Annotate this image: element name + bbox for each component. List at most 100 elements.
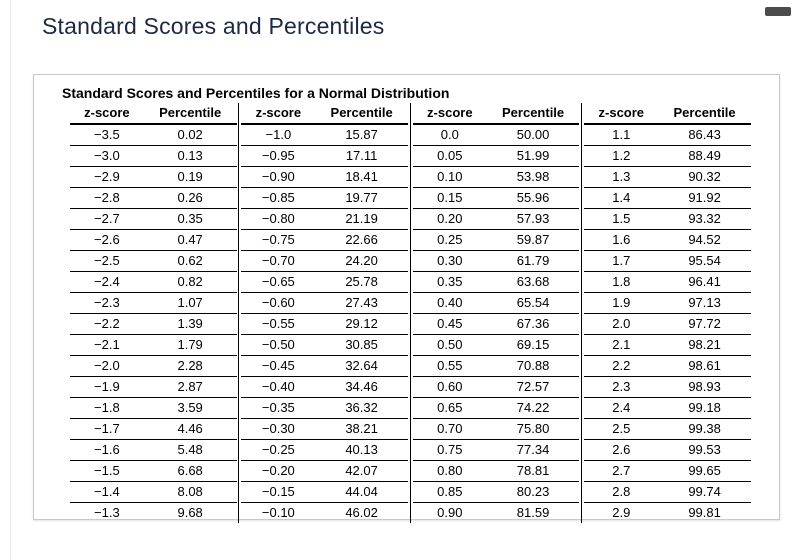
table-cell: −0.70 (241, 251, 316, 272)
table-cell: −2.6 (70, 230, 144, 251)
column-divider (579, 461, 585, 482)
table-cell: −0.80 (241, 209, 316, 230)
table-row: −1.3 9.68 −0.10 46.02 0.90 81.59 2.9 99.81 (70, 503, 751, 523)
column-divider (236, 398, 242, 419)
column-divider (579, 314, 585, 335)
column-divider (407, 356, 413, 377)
table-cell: 1.8 (584, 272, 659, 293)
column-header: z-score (70, 103, 144, 125)
table-cell: 0.19 (143, 167, 237, 188)
table-row: −1.8 3.59 −0.35 36.32 0.65 74.22 2.4 99.18 (70, 398, 751, 419)
table-row: −2.8 0.26 −0.85 19.77 0.15 55.96 1.4 91.92 (70, 188, 751, 209)
table-cell: 2.4 (584, 398, 659, 419)
table-cell: 78.81 (486, 461, 580, 482)
table-cell: 77.34 (486, 440, 580, 461)
table-cell: 15.87 (315, 125, 408, 146)
table-cell: 0.50 (412, 335, 487, 356)
column-divider (407, 230, 413, 251)
table-cell: −0.55 (241, 314, 316, 335)
column-header: z-score (412, 103, 487, 125)
table-cell: −2.4 (70, 272, 144, 293)
table-cell: 0.15 (412, 188, 487, 209)
column-divider (407, 272, 413, 293)
table-cell: −0.10 (261, 505, 295, 520)
table-cell: −0.30 (241, 419, 316, 440)
table-cell: 2.0 (584, 314, 659, 335)
table-row: −2.9 0.19 −0.90 18.41 0.10 53.98 1.3 90.32 (70, 167, 751, 188)
column-divider (236, 146, 242, 167)
column-divider (407, 293, 413, 314)
table-cell: 0.30 (412, 251, 487, 272)
table-cell: 0.62 (143, 251, 237, 272)
table-cell: 0.40 (412, 293, 487, 314)
table-cell: −1.8 (70, 398, 144, 419)
percentile-table: z-score Percentile z-score Percentile z-scor… (70, 103, 751, 523)
table-cell: 0.35 (143, 209, 237, 230)
column-divider (407, 335, 413, 356)
column-divider (579, 146, 585, 167)
table-cell: 74.22 (486, 398, 580, 419)
table-cell: 2.6 (584, 440, 659, 461)
table-cell: 9.68 (177, 505, 203, 520)
table-cell: 0.47 (143, 230, 237, 251)
table-cell: 57.93 (486, 209, 580, 230)
column-header: z-score (584, 103, 659, 125)
table-cell: 17.11 (315, 146, 408, 167)
table-row: −1.9 2.87 −0.40 34.46 0.60 72.57 2.3 98.93 (70, 377, 751, 398)
table-cell: −0.60 (241, 293, 316, 314)
table-cell: 0.0 (412, 125, 487, 146)
table-cell: 1.79 (143, 335, 237, 356)
column-divider (236, 188, 242, 209)
column-divider (407, 377, 413, 398)
table-cell: 0.60 (412, 377, 487, 398)
column-divider (236, 230, 242, 251)
table-cell: −1.9 (70, 377, 144, 398)
table-cell: −2.3 (70, 293, 144, 314)
table-cell: −0.20 (241, 461, 316, 482)
table-cell: 0.20 (412, 209, 487, 230)
table-cell: 38.21 (315, 419, 408, 440)
table-cell: 72.57 (486, 377, 580, 398)
scrollbar-thumb[interactable] (765, 7, 791, 16)
table-cell: 0.70 (412, 419, 487, 440)
column-divider (407, 314, 413, 335)
table-row: −2.7 0.35 −0.80 21.19 0.20 57.93 1.5 93.32 (70, 209, 751, 230)
table-cell: −0.95 (241, 146, 316, 167)
column-header: Percentile (315, 103, 408, 125)
column-divider (236, 103, 242, 125)
table-cell: −0.90 (241, 167, 316, 188)
table-cell: −0.15 (241, 482, 316, 503)
table-cell: 98.61 (658, 356, 751, 377)
column-divider (579, 293, 585, 314)
table-cell: 90.32 (658, 167, 751, 188)
table-cell: 98.21 (658, 335, 751, 356)
table-cell: 99.65 (658, 461, 751, 482)
table-cell: −2.8 (70, 188, 144, 209)
table-cell: 59.87 (486, 230, 580, 251)
table-cell: −2.5 (70, 251, 144, 272)
table-cell: −3.5 (70, 125, 144, 146)
table-cell: 8.08 (143, 482, 237, 503)
column-divider (407, 440, 413, 461)
column-divider (407, 188, 413, 209)
table-cell: 0.25 (412, 230, 487, 251)
table-cell: 75.80 (486, 419, 580, 440)
column-divider (236, 482, 242, 503)
column-divider (236, 125, 242, 146)
table-cell: 1.3 (584, 167, 659, 188)
table-cell: 99.38 (658, 419, 751, 440)
table-row: −1.6 5.48 −0.25 40.13 0.75 77.34 2.6 99.53 (70, 440, 751, 461)
table-cell: 96.41 (658, 272, 751, 293)
column-divider (236, 251, 242, 272)
table-cell: 97.13 (658, 293, 751, 314)
column-divider (579, 188, 585, 209)
table-cell: 1.1 (584, 125, 659, 146)
table-cell: 55.96 (486, 188, 580, 209)
column-divider (236, 272, 242, 293)
table-cell: 21.19 (315, 209, 408, 230)
column-divider (579, 482, 585, 503)
table-cell: 95.54 (658, 251, 751, 272)
table-cell: −1.0 (241, 125, 316, 146)
column-divider (236, 440, 242, 461)
column-divider (236, 503, 242, 523)
